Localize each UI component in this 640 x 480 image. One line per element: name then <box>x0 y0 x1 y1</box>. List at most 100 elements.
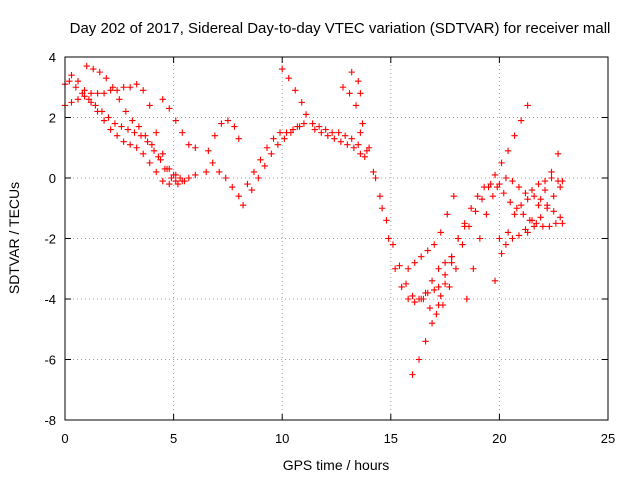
data-point <box>431 286 438 294</box>
data-point <box>502 174 510 182</box>
data-series <box>244 123 303 188</box>
data-point <box>461 220 468 227</box>
data-point <box>276 129 284 136</box>
data-point <box>541 177 549 185</box>
data-point <box>424 247 431 254</box>
data-point <box>483 211 490 218</box>
data-point <box>363 147 371 154</box>
data-point <box>433 310 440 318</box>
chart-title: Day 202 of 2017, Sidereal Day-to-day VTE… <box>70 20 611 37</box>
data-point <box>166 180 173 188</box>
data-point <box>402 280 410 288</box>
data-point <box>261 162 269 170</box>
data-point <box>90 65 97 73</box>
data-point <box>509 235 516 242</box>
data-point <box>496 180 503 188</box>
data-point <box>372 174 379 182</box>
data-point <box>248 186 255 194</box>
data-point <box>159 150 166 157</box>
data-point <box>318 129 325 136</box>
data-point <box>281 135 288 142</box>
x-tick-label: 10 <box>275 431 289 446</box>
y-tick-label: -8 <box>44 413 56 428</box>
data-point <box>289 126 297 133</box>
data-point <box>216 168 223 176</box>
data-series <box>83 62 188 188</box>
data-point <box>515 183 523 191</box>
data-point <box>415 356 423 363</box>
data-point <box>389 241 397 248</box>
data-point <box>513 205 520 212</box>
data-point <box>100 90 108 97</box>
data-point <box>398 283 405 291</box>
data-point <box>255 174 262 182</box>
data-point <box>539 223 547 230</box>
data-point <box>426 304 434 312</box>
x-tick-label: 5 <box>170 431 177 446</box>
data-point <box>113 87 121 94</box>
data-point <box>66 78 73 85</box>
x-tick-label: 15 <box>384 431 398 446</box>
data-point <box>235 192 242 200</box>
data-series <box>524 177 566 236</box>
data-point <box>491 171 499 179</box>
data-point <box>552 220 560 227</box>
data-series <box>496 150 562 248</box>
data-point <box>174 180 182 188</box>
data-point <box>520 211 527 218</box>
data-point <box>422 289 429 297</box>
data-point <box>517 117 525 124</box>
data-point <box>263 144 271 151</box>
data-point <box>550 192 557 200</box>
data-series <box>311 126 368 161</box>
data-point <box>559 220 566 227</box>
data-point <box>126 141 134 148</box>
data-point <box>444 211 451 218</box>
data-point <box>487 180 494 188</box>
data-point <box>139 87 147 94</box>
data-point <box>411 298 418 306</box>
data-point <box>480 183 488 191</box>
data-point <box>83 62 90 70</box>
data-point <box>68 99 75 106</box>
data-point <box>428 277 436 285</box>
data-point <box>146 102 153 109</box>
data-point <box>524 102 531 109</box>
data-point <box>491 277 499 285</box>
data-point <box>517 202 525 209</box>
data-point <box>550 208 557 215</box>
data-point <box>268 150 275 157</box>
data-point <box>543 205 551 212</box>
data-series <box>491 192 564 285</box>
data-point <box>337 138 345 145</box>
data-point <box>448 253 455 260</box>
data-point <box>229 183 236 191</box>
data-point <box>159 96 166 103</box>
data-point <box>357 90 364 97</box>
data-point <box>92 102 99 109</box>
data-point <box>344 141 351 148</box>
data-point <box>94 90 101 97</box>
x-tick-label: 25 <box>601 431 615 446</box>
data-point <box>498 159 505 167</box>
data-series <box>404 192 457 272</box>
data-point <box>422 338 429 345</box>
data-point <box>376 192 384 200</box>
data-point <box>116 96 123 103</box>
data-point <box>224 117 232 124</box>
data-point <box>279 65 286 73</box>
data-point <box>105 114 112 121</box>
data-point <box>472 208 479 215</box>
y-tick-label: 2 <box>49 111 56 126</box>
data-point <box>181 177 188 185</box>
data-point <box>530 192 538 200</box>
data-point <box>131 129 138 136</box>
data-series <box>357 129 455 303</box>
data-point <box>537 195 544 203</box>
data-point <box>554 150 562 157</box>
data-point <box>385 235 392 242</box>
data-point <box>511 132 518 139</box>
data-series <box>409 223 468 378</box>
data-point <box>324 132 332 139</box>
